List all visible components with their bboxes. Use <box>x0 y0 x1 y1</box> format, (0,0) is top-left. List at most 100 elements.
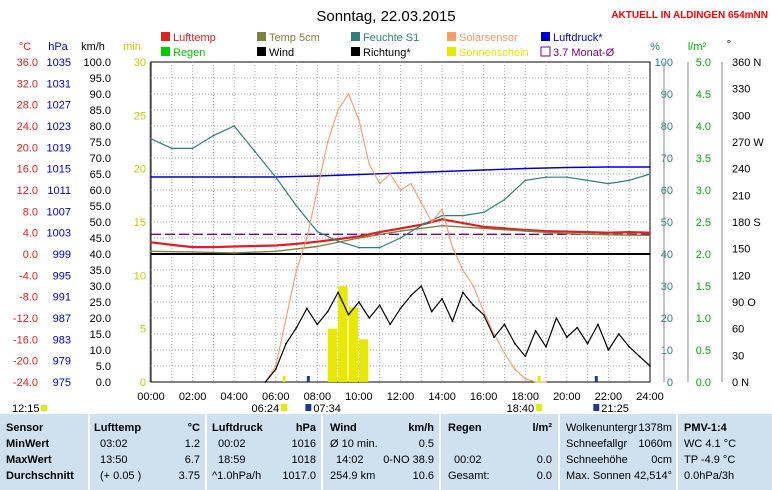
series-lufttemp-point <box>503 227 506 230</box>
series-solarsensor-point <box>389 173 391 175</box>
min-tick-label: 15 <box>134 217 146 229</box>
row-label-avg: Durchschnitt <box>6 470 74 482</box>
series-lufttemp-point <box>545 230 547 233</box>
series-feuchte-s1-point <box>503 198 506 201</box>
percent-tick-label: 80 <box>661 121 673 133</box>
series-luftdruck-point <box>150 176 152 178</box>
celsius-tick-label: 16.0 <box>17 164 38 176</box>
hpa-tick-label: 995 <box>53 270 71 282</box>
degree-tick-label: 150 <box>732 244 750 256</box>
x-tick-label: 14:00 <box>428 391 456 403</box>
cloud-base-label: Wolkenuntergr <box>566 422 638 434</box>
series-wind-point <box>399 307 402 310</box>
kmh-tick-label: 100.0 <box>83 57 111 69</box>
series-wind-point <box>358 301 360 303</box>
series-solarsensor-point <box>482 310 485 313</box>
degree-tick-label: 180 S <box>732 217 761 229</box>
series-temp-5cm-point <box>316 245 319 248</box>
legend-swatch <box>540 46 551 57</box>
hpa-tick-label: 991 <box>53 292 71 304</box>
series-wind-point <box>638 355 641 358</box>
series-wind-point <box>410 294 412 297</box>
series-solarsensor-point <box>378 182 381 185</box>
luftdruck-trend: ^1.0hPa/h <box>212 470 262 482</box>
series-solarsensor-point <box>399 189 402 191</box>
series-feuchte-s1-point <box>378 246 381 249</box>
legend-swatch <box>447 47 456 56</box>
sunset-icon <box>536 404 543 411</box>
legend-label: Temp 5cm <box>269 32 320 44</box>
regen-unit: l/m² <box>532 422 552 434</box>
axes: °C hPa km/h min% l/m² ° 36.0 32.0 28.0 24.0 20.0 16… <box>13 39 764 403</box>
series-solarsensor-point <box>295 269 298 271</box>
hpa-tick-label: 975 <box>53 377 71 389</box>
x-tick-label: 06:00 <box>262 391 290 403</box>
hpa-tick-label: 1023 <box>47 121 71 133</box>
series-solarsensor-point <box>430 221 433 223</box>
max-sun-value: 42,514° <box>633 470 672 482</box>
kmh-tick-label: 5.0 <box>96 361 111 373</box>
series-wind-point <box>472 304 475 307</box>
series-wind-point <box>368 317 371 319</box>
series-wind-point <box>586 342 589 345</box>
celsius-tick-label: 20.0 <box>17 142 38 154</box>
series-lufttemp-point <box>295 243 298 245</box>
series-lufttemp-point <box>586 231 589 234</box>
kmh-tick-label: 70.0 <box>90 153 111 165</box>
series-wind-point <box>264 381 267 383</box>
wind-max-time: 14:02 <box>336 454 364 466</box>
min-tick-label: 5 <box>140 324 146 336</box>
legend-swatch <box>257 47 266 56</box>
kmh-tick-label: 15.0 <box>90 329 111 341</box>
kmh-tick-label: 0.0 <box>96 377 111 389</box>
info-column: Wolkenuntergr 1378m Schneefallgr 1060m Sch… <box>562 414 674 490</box>
celsius-tick-label: -24.0 <box>13 377 38 389</box>
series-luftdruck-point <box>607 166 610 168</box>
series-lufttemp-point <box>482 225 485 228</box>
series-wind-point <box>326 310 329 313</box>
percent-tick-label: 20 <box>661 313 673 325</box>
wind-avg10-value: 0.5 <box>418 438 434 450</box>
series-wind-point <box>617 333 620 335</box>
series-wind-point <box>493 336 495 339</box>
degree-tick-label: 120 <box>732 270 750 282</box>
series-solarsensor-point <box>545 381 547 383</box>
series-solarsensor-point <box>462 269 464 271</box>
series-wind-point <box>337 291 339 294</box>
series-solarsensor-point <box>451 246 454 249</box>
series-luftdruck-point <box>233 176 236 178</box>
kmh-tick-label: 30.0 <box>90 281 111 293</box>
sensor-column: Sensor MinWert MaxWert Durchschnitt <box>6 414 86 490</box>
series-feuchte-s1-point <box>316 230 319 233</box>
series-luftdruck-point <box>316 175 319 177</box>
series-feuchte-s1-point <box>565 176 568 179</box>
series-solarsensor-point <box>368 163 371 166</box>
series-wind-point <box>274 368 277 371</box>
kmh-tick-label: 75.0 <box>90 137 111 149</box>
series-luftdruck-point <box>524 167 527 170</box>
legend-label: Feuchte S1 <box>363 32 419 44</box>
series-solarsensor-point <box>420 201 423 204</box>
kmh-tick-label: 35.0 <box>90 265 111 277</box>
lufttemp-max-time: 13:50 <box>100 454 128 466</box>
wind-column: Wind km/h Ø 10 min. 0.5 14:02 0-NO 38.9 254… <box>324 414 438 490</box>
series-temp-5cm-point <box>524 230 527 233</box>
lm2-tick-label: 0.5 <box>696 345 711 357</box>
luftdruck-unit: hPa <box>295 422 316 434</box>
lufttemp-min-value: 1.2 <box>184 438 200 450</box>
sunrise2-icon <box>305 404 312 411</box>
series-lufttemp-point <box>212 246 215 249</box>
series-feuchte-s1-point <box>233 125 236 127</box>
series-feuchte-s1-point <box>462 214 464 217</box>
celsius-tick-label: 32.0 <box>17 78 38 90</box>
series-feuchte-s1-point <box>191 147 194 150</box>
x-tick-label: 22:00 <box>595 391 623 403</box>
min-axis-header: min <box>123 41 141 53</box>
sunset2-time-label: 21:25 <box>601 403 629 414</box>
series-temp-5cm-point <box>358 237 360 239</box>
legend-label: Richtung* <box>363 47 411 59</box>
series-wind-point <box>462 291 464 294</box>
series-feuchte-s1-point <box>274 176 277 179</box>
series-wind-point <box>306 307 308 310</box>
celsius-tick-label: 0.0 <box>23 249 38 261</box>
